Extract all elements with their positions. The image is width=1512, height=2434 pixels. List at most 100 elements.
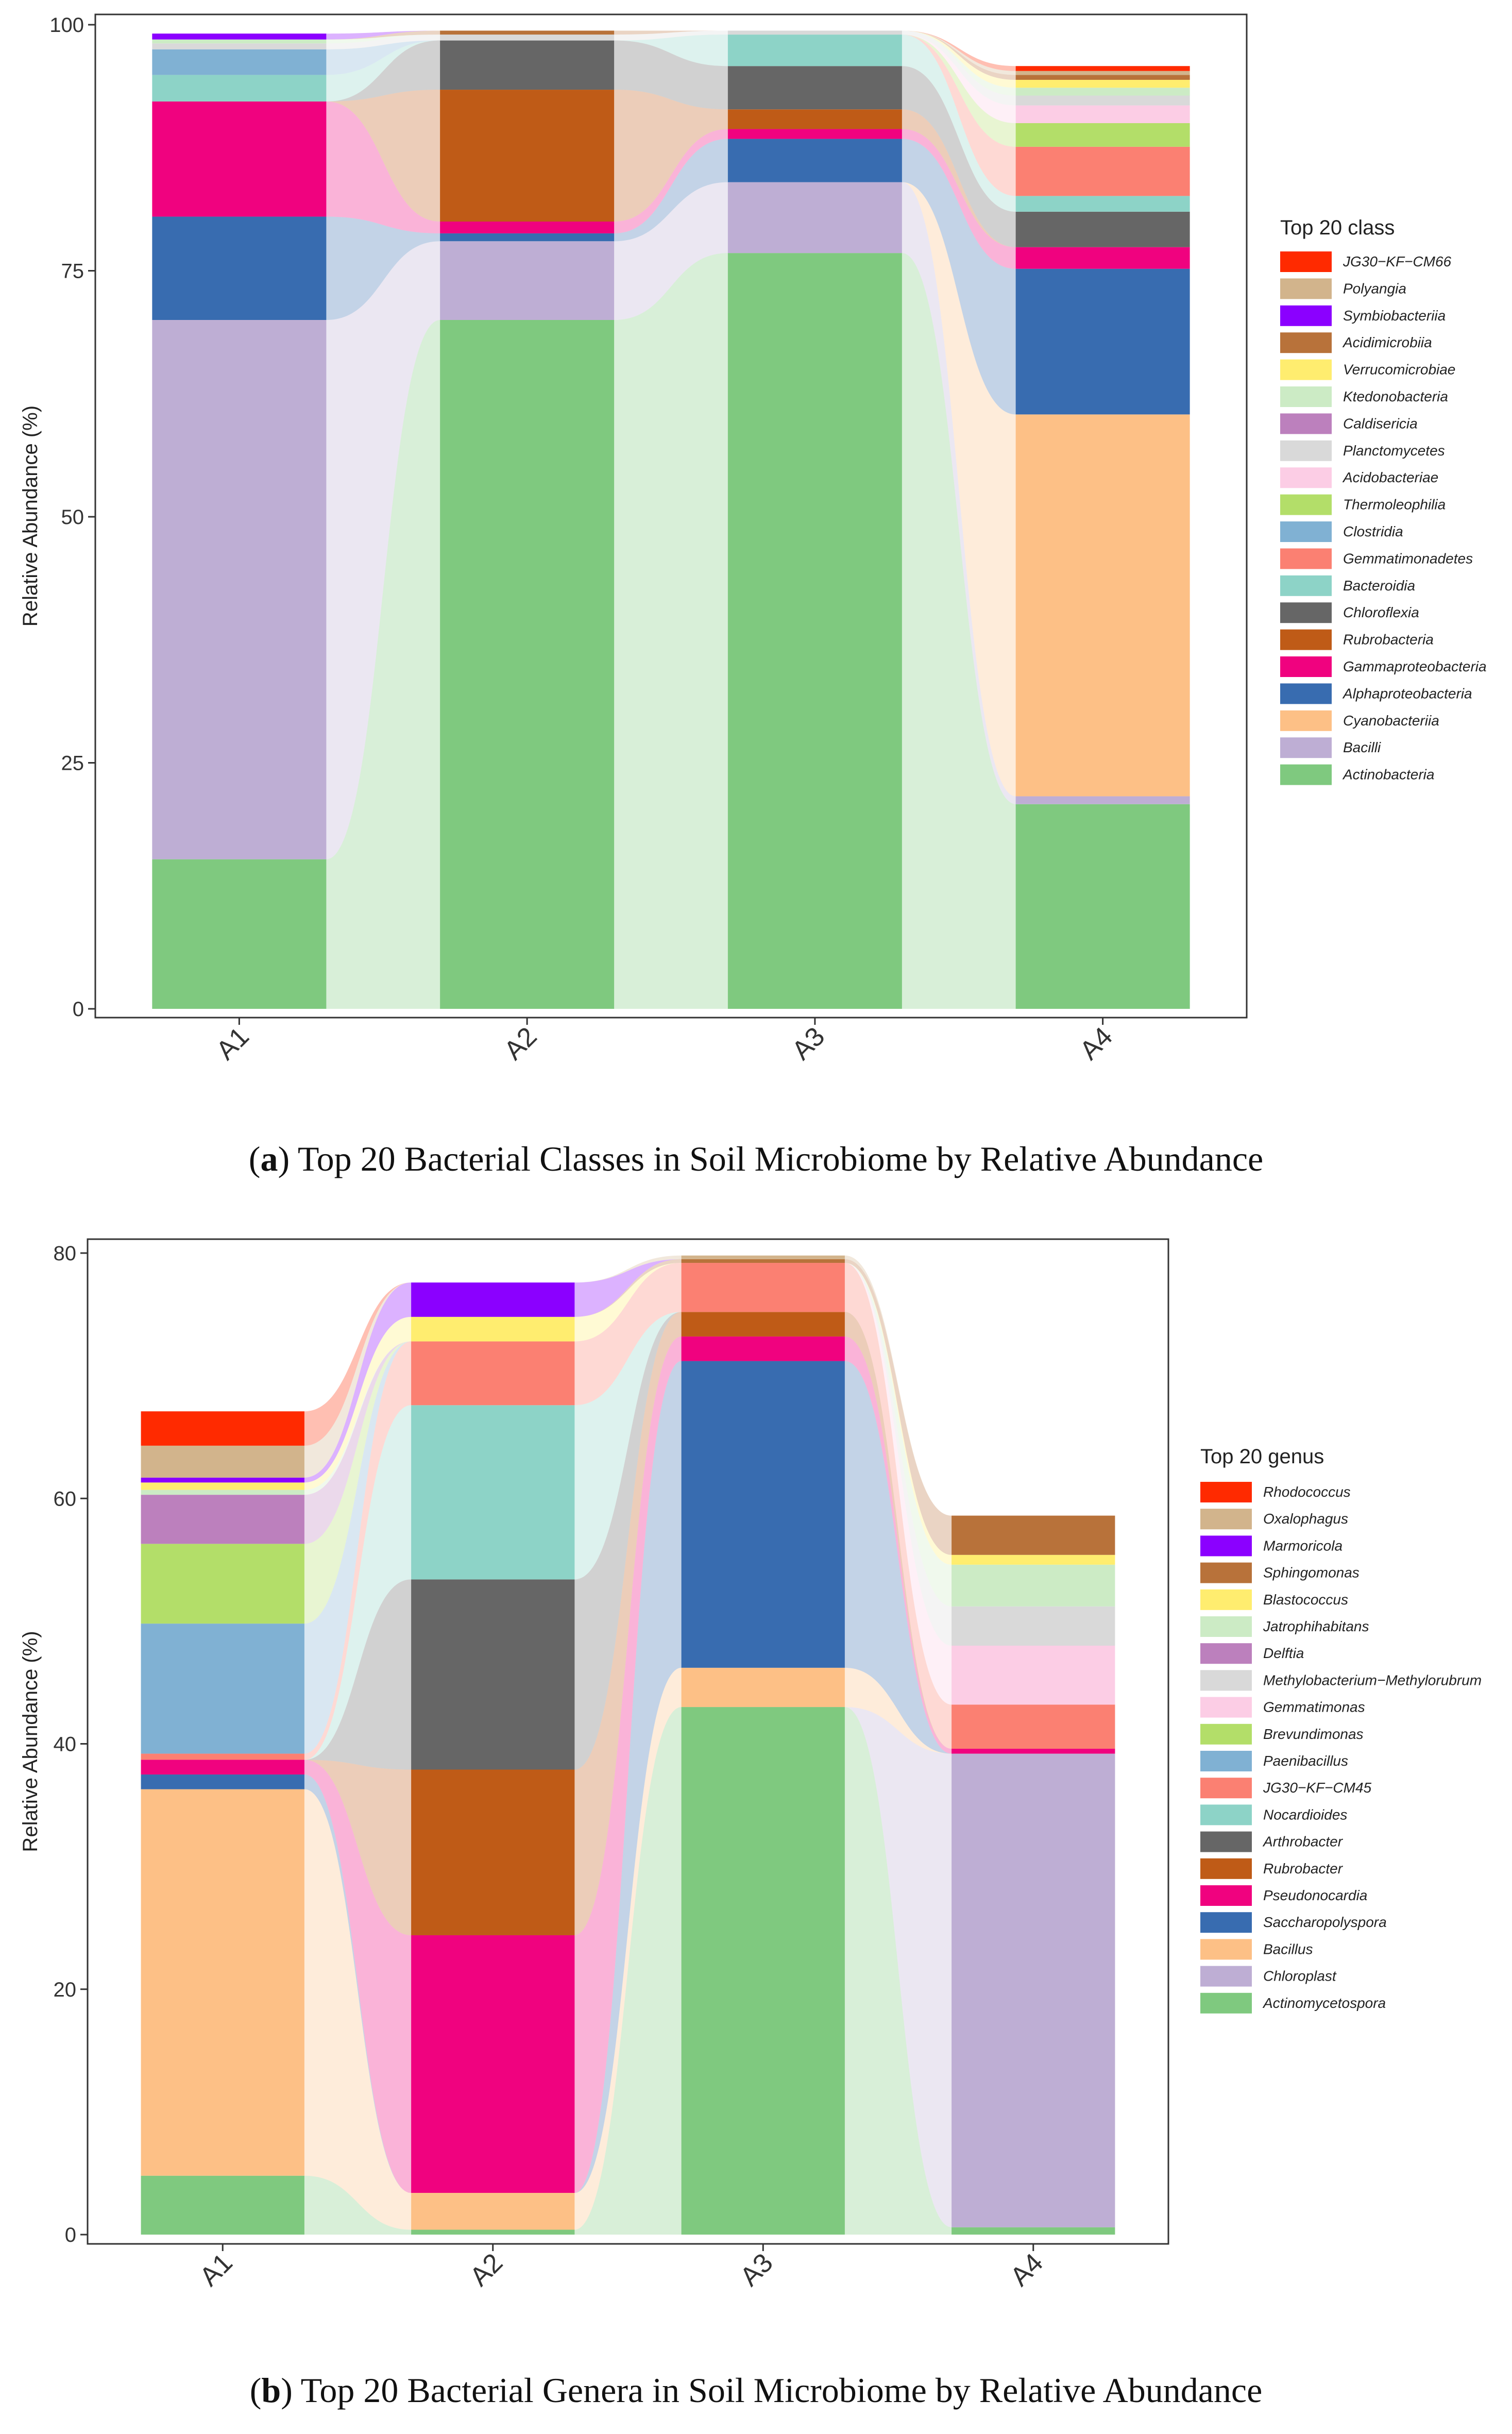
bar-a2-jg30-kf-cm45 <box>411 1341 575 1406</box>
x-axis: A1 A2 A3 A4 <box>211 1018 1118 1066</box>
flow-bacilli <box>614 182 728 320</box>
y-axis: 0 20 40 60 80 Relative Abundance (%) <box>19 1242 88 2246</box>
legend-label-bacteroidia: Bacteroidia <box>1343 578 1415 594</box>
flow-rubrobacteria <box>326 90 440 222</box>
flow-pseudonocardia <box>304 1760 412 2193</box>
flow-jatrophihabitans <box>304 1341 412 1495</box>
flow-nocardioides <box>304 1405 412 1760</box>
flow-actinomycetospora <box>304 2175 412 2235</box>
bar-a2-marmoricola <box>411 1282 575 1317</box>
legend-label-pseudonocardia: Pseudonocardia <box>1263 1887 1367 1903</box>
y-tick-label: 20 <box>54 1979 77 2001</box>
legend: Top 20 genus Rhodococcus Oxalophagus Marmor… <box>1200 1445 1482 2014</box>
legend-swatch-gemmatimonas <box>1200 1697 1252 1718</box>
legend-title: Top 20 class <box>1280 216 1395 239</box>
legend-swatch-jg30-kf-cm45 <box>1200 1778 1252 1799</box>
bar-a4-bacilli <box>1015 796 1190 804</box>
legend-swatch-delftia <box>1200 1643 1252 1664</box>
bar-a1-blastococcus <box>141 1482 304 1490</box>
y-axis-title: Relative Abundance (%) <box>19 405 42 627</box>
bars <box>152 30 1190 1009</box>
legend-label-marmoricola: Marmoricola <box>1263 1537 1343 1553</box>
caption-b-label: b <box>261 2371 281 2410</box>
flow-polyangia <box>902 30 1016 75</box>
flow-acidimicrobiia <box>614 30 728 35</box>
legend-label-blastococcus: Blastococcus <box>1263 1592 1348 1608</box>
legend-label-planctomycetes: Planctomycetes <box>1343 443 1445 459</box>
legend-label-nocardioides: Nocardioides <box>1263 1806 1347 1822</box>
legend-label-saccharopolyspora: Saccharopolyspora <box>1263 1914 1387 1930</box>
flow-actinobacteria <box>902 253 1016 1009</box>
legend-label-chloroflexia: Chloroflexia <box>1343 604 1419 620</box>
legend-label-bacillus: Bacillus <box>1263 1941 1313 1957</box>
flow-cyanobacteriia <box>902 182 1016 797</box>
flow-sphingomonas <box>574 1259 682 1317</box>
legend-swatch-oxalophagus <box>1200 1509 1252 1530</box>
bar-a4-pseudonocardia <box>952 1749 1115 1754</box>
bar-a4-alphaproteobacteria <box>1015 268 1190 415</box>
bar-a1-bacilli <box>152 320 327 859</box>
flow-thermoleophilia <box>902 35 1016 147</box>
bar-a3-actinomycetospora <box>681 1707 845 2235</box>
flow-paenibacillus <box>304 1341 412 1754</box>
legend-swatch-ktedonobacteria <box>1280 386 1332 407</box>
y-tick-label: 100 <box>49 14 84 37</box>
flow-saccharopolyspora <box>574 1361 682 2193</box>
flow-gammaproteobacteria <box>614 129 728 233</box>
flow-bacteroidia <box>614 35 728 66</box>
bar-a4-gemmatimonadetes <box>1015 146 1190 196</box>
flow-oxalophagus <box>574 1255 682 1283</box>
legend-swatch-acidobacteriae <box>1280 467 1332 488</box>
flow-jatrophihabitans <box>844 1263 952 1607</box>
bar-a3-sphingomonas <box>681 1259 845 1263</box>
flow-gammaproteobacteria <box>326 101 440 233</box>
bar-a4-sphingomonas <box>952 1515 1115 1555</box>
legend-label-bacilli: Bacilli <box>1343 739 1381 755</box>
bar-a3-bacilli <box>727 182 902 253</box>
y-tick-label: 80 <box>54 1242 77 1265</box>
bar-a2-chloroflexia <box>440 40 615 90</box>
bar-a1-marmoricola <box>141 1477 304 1483</box>
bar-a2-alphaproteobacteria <box>440 233 615 242</box>
chart-panel-b: 0 20 40 60 80 Relative Abundance (%) A1 A2 A3 A4 T… <box>19 1238 1482 2292</box>
legend-label-jg30-kf-cm45: JG30−KF−CM45 <box>1263 1780 1372 1796</box>
flow-methylobacterium-methylorubrum <box>844 1263 952 1646</box>
bar-a3-bacillus <box>681 1667 845 1708</box>
flow-rubrobacter <box>304 1760 412 1935</box>
legend-label-gammaproteobacteria: Gammaproteobacteria <box>1343 658 1487 674</box>
bar-a1-pseudonocardia <box>141 1760 304 1775</box>
legend-swatch-gemmatimonadetes <box>1280 548 1332 569</box>
flow-marmoricola <box>304 1282 412 1483</box>
bar-a4-chloroflexia <box>1015 211 1190 247</box>
x-tick-label: A3 <box>786 1021 830 1066</box>
legend-label-caldisericia: Caldisericia <box>1343 415 1418 431</box>
bar-a3-saccharopolyspora <box>681 1361 845 1668</box>
flow-symbiobacteriia <box>326 30 440 40</box>
bar-a2-pseudonocardia <box>411 1935 575 2193</box>
y-tick-label: 25 <box>61 752 84 775</box>
flow-marmoricola <box>574 1259 682 1317</box>
bar-a1-paenibacillus <box>141 1624 304 1754</box>
bar-a3-jg30-kf-cm45 <box>681 1263 845 1312</box>
bar-a4-acidobacteriae <box>1015 105 1190 123</box>
flow-jg30-kf-cm45 <box>844 1263 952 1749</box>
legend-title: Top 20 genus <box>1200 1445 1324 1468</box>
bar-a4-blastococcus <box>952 1554 1115 1565</box>
bar-a2-bacilli <box>440 241 615 320</box>
x-axis: A1 A2 A3 A4 <box>194 2244 1049 2292</box>
flow-acidobacteriae <box>902 35 1016 123</box>
flow-planctomycetes <box>614 30 728 41</box>
bar-a4-thermoleophilia <box>1015 123 1190 147</box>
bar-a4-chloroplast <box>952 1753 1115 2227</box>
legend-swatch-jg30-kf-cm66 <box>1280 251 1332 272</box>
caption-b: (b) Top 20 Bacterial Genera in Soil Micr… <box>249 2371 1263 2410</box>
legend-swatch-arthrobacter <box>1200 1831 1252 1852</box>
flow-chloroflexia <box>902 66 1016 247</box>
bar-a2-blastococcus <box>411 1316 575 1342</box>
legend: Top 20 class JG30−KF−CM66 Polyangia Symbiob… <box>1280 216 1487 785</box>
bar-a4-actinomycetospora <box>952 2227 1115 2235</box>
bar-a1-delftia <box>141 1495 304 1544</box>
x-tick-label: A4 <box>1074 1021 1118 1066</box>
legend-label-brevundimonas: Brevundimonas <box>1263 1726 1364 1742</box>
x-tick-label: A2 <box>499 1021 543 1066</box>
